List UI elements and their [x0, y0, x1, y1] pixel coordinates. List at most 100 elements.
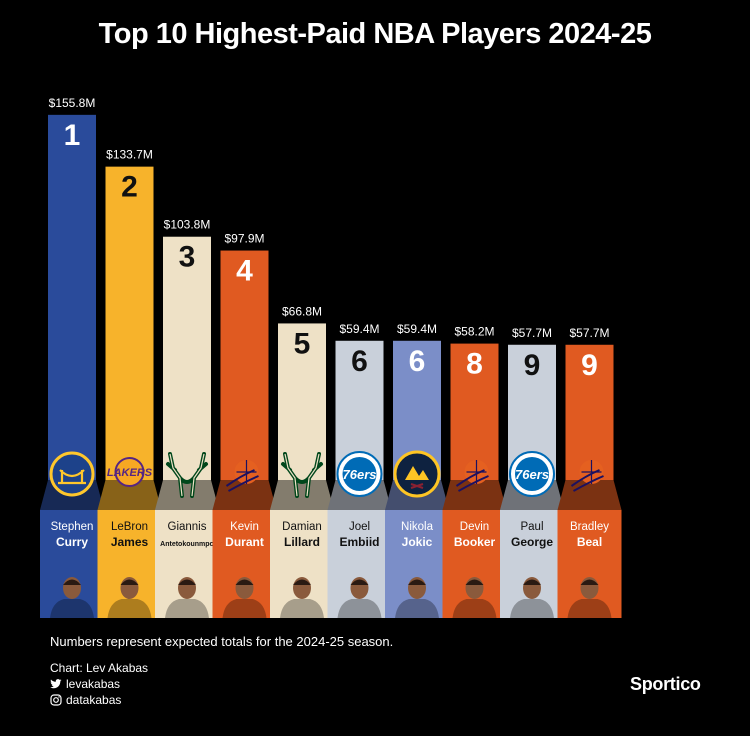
rank-label: 6 — [351, 345, 368, 378]
player-first-name: Nikola — [401, 521, 434, 533]
player-jersey — [222, 599, 267, 618]
player-hair — [465, 579, 484, 585]
rank-label: 6 — [409, 345, 426, 378]
player-first-name: Devin — [460, 521, 489, 533]
sun-flare-icon — [570, 469, 604, 492]
value-label: $103.8M — [164, 218, 211, 232]
player-jersey — [567, 599, 612, 618]
player-last-name: James — [111, 535, 149, 549]
pickaxe-icon — [410, 483, 424, 489]
player-jersey — [107, 599, 152, 618]
bar-group-7: Nikola Jokic 6 $59.4M — [385, 322, 449, 618]
sun-flare-icon — [455, 469, 489, 492]
player-last-name: Embiid — [339, 535, 379, 549]
bar-group-8: Devin Booker 8 $58.2M — [442, 325, 507, 618]
sixers-wordmark-icon: 76ers — [515, 467, 549, 482]
lakers-wordmark-icon: LAKERS — [107, 467, 153, 479]
bar — [450, 343, 499, 480]
bar-shadow-strip — [155, 480, 219, 510]
sportico-logo: Sportico — [630, 674, 701, 694]
antler-icon — [284, 453, 320, 497]
player-last-name: Lillard — [284, 535, 320, 549]
player-last-name: George — [511, 535, 553, 549]
sixers-badge-icon — [342, 457, 377, 491]
player-first-name: Joel — [349, 521, 370, 533]
name-panel — [212, 510, 277, 566]
credit-author: Chart: Lev Akabas — [50, 661, 149, 675]
player-jersey — [280, 599, 324, 618]
bar — [220, 250, 269, 480]
lakers-logo-icon — [114, 457, 145, 487]
player-last-name: Booker — [454, 535, 496, 549]
basketball-lines-icon — [236, 460, 257, 484]
sixers-wordmark-icon: 76ers — [343, 467, 377, 482]
bar-shadow-strip — [270, 480, 334, 510]
instagram-handle: datakabas — [66, 693, 122, 707]
player-jersey — [395, 599, 439, 618]
value-label: $57.7M — [569, 326, 609, 340]
basketball-lines-icon — [581, 460, 602, 484]
rank-label: 2 — [121, 171, 138, 204]
name-panel — [557, 510, 622, 566]
footnote: Numbers represent expected totals for th… — [50, 634, 394, 649]
rank-label: 9 — [581, 349, 598, 382]
value-label: $59.4M — [397, 322, 437, 336]
bar-group-10: Bradley Beal 9 $57.7M — [557, 326, 622, 618]
bar-shadow-strip — [97, 480, 162, 510]
sixers-badge-icon — [515, 457, 549, 491]
player-first-name: Kevin — [230, 521, 259, 533]
player-last-name: Curry — [56, 535, 88, 549]
instagram-credit: datakabas — [50, 692, 148, 708]
instagram-icon — [50, 694, 62, 706]
bar — [48, 114, 96, 480]
player-hair — [350, 579, 369, 585]
value-label: $97.9M — [224, 232, 264, 246]
player-first-name: Bradley — [570, 521, 609, 533]
warriors-logo-icon — [49, 451, 95, 497]
player-first-name: Stephen — [51, 521, 94, 533]
rank-label: 8 — [466, 348, 483, 381]
player-jersey — [165, 599, 209, 618]
bar-group-3: Giannis Antetokounmpo 3 $103.8M — [155, 218, 219, 618]
value-label: $66.8M — [282, 304, 322, 318]
bar-group-9: 76ers Paul George 9 $57.7M — [500, 326, 564, 618]
value-label: $155.8M — [49, 96, 96, 110]
value-label: $133.7M — [106, 148, 153, 162]
name-panel — [442, 510, 507, 566]
name-panel — [97, 510, 162, 566]
basketball-lines-icon — [466, 460, 487, 484]
bar-shadow-strip — [557, 480, 622, 510]
name-panel — [270, 510, 334, 566]
bar-group-2: LAKERS LeBron James 2 $133.7M — [97, 148, 162, 618]
rank-label: 5 — [294, 327, 311, 360]
player-hair — [120, 579, 139, 585]
bar — [565, 344, 614, 480]
player-jersey — [50, 599, 94, 618]
player-jersey — [337, 599, 382, 618]
bar-group-5: Damian Lillard 5 $66.8M — [270, 304, 334, 618]
player-first-name: LeBron — [111, 521, 148, 533]
name-panel — [385, 510, 449, 566]
rank-label: 4 — [236, 255, 253, 288]
player-first-name: Giannis — [168, 521, 207, 533]
player-last-name: Jokic — [402, 535, 433, 549]
player-jersey — [510, 599, 554, 618]
rank-label: 3 — [179, 241, 196, 274]
player-jersey — [452, 599, 497, 618]
player-first-name: Damian — [282, 521, 322, 533]
player-hair — [408, 579, 426, 585]
bar-group-1: Stephen Curry 1 $155.8M — [40, 96, 104, 618]
chart-title: Top 10 Highest-Paid NBA Players 2024-25 — [98, 18, 652, 50]
bar — [163, 236, 211, 480]
player-last-name: Durant — [225, 535, 264, 549]
twitter-handle: levakabas — [66, 677, 121, 691]
player-last-name: Antetokounmpo — [160, 541, 214, 548]
player-hair — [580, 579, 599, 585]
twitter-credit: levakabas — [50, 676, 148, 692]
bridge-icon — [58, 469, 86, 485]
player-last-name: Beal — [577, 535, 602, 549]
name-panel — [155, 510, 219, 566]
value-label: $58.2M — [454, 325, 494, 339]
mountain-icon — [405, 466, 429, 480]
